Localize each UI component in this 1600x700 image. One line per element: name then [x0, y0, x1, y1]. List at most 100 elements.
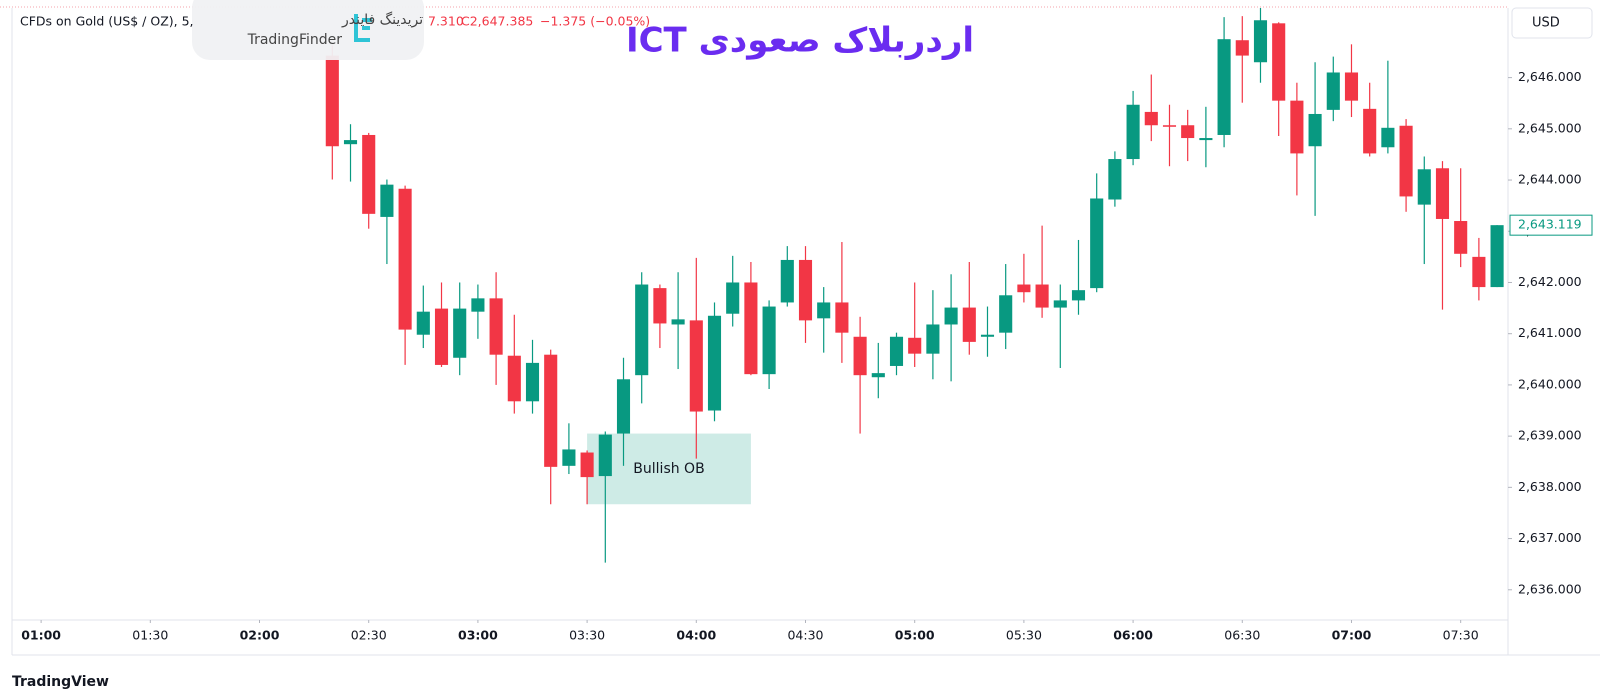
- candle-body: [707, 315, 722, 411]
- x-tick-label: 01:30: [132, 628, 168, 643]
- candle-body: [1162, 125, 1177, 127]
- candle-body: [1308, 113, 1322, 147]
- candle-body: [1199, 138, 1213, 141]
- candle-body: [562, 449, 576, 466]
- x-tick-label: 02:30: [351, 628, 387, 643]
- candle-body: [908, 337, 922, 354]
- candle-body: [817, 302, 831, 319]
- candle-body: [962, 307, 976, 342]
- candle-body: [1417, 169, 1431, 205]
- candle-body: [653, 288, 667, 324]
- y-tick-label: 2,639.000: [1518, 428, 1582, 443]
- candle-body: [1399, 125, 1413, 197]
- x-tick-label: 07:00: [1332, 628, 1372, 643]
- last-price-label: 2,643.119: [1518, 217, 1582, 232]
- order-block-zone: [587, 433, 751, 505]
- currency[interactable]: USD: [1532, 16, 1560, 31]
- x-tick-label: 02:00: [240, 628, 280, 643]
- last-price-box: [1509, 214, 1593, 236]
- candle-body: [689, 320, 703, 412]
- candle-body: [671, 319, 685, 325]
- candle-body: [1290, 100, 1304, 154]
- candle-body: [1071, 290, 1086, 301]
- x-tick-label: 03:00: [458, 628, 498, 643]
- candle-body: [944, 307, 958, 325]
- chart-title: اردربلاک صعودی ICT: [626, 21, 974, 61]
- candle-body: [580, 452, 594, 478]
- symbol: CFDs on Gold (US$ / OZ), 5,: [20, 14, 194, 29]
- y-tick-label: 2,640.000: [1518, 376, 1582, 391]
- candle-body: [362, 134, 376, 214]
- candle-body: [1326, 72, 1340, 110]
- watermark-fa: تریدینگ فایندر: [341, 11, 423, 28]
- x-tick-label: 01:00: [21, 628, 61, 643]
- candle-body: [616, 379, 631, 434]
- candle-body: [926, 324, 940, 354]
- candle-body: [1454, 221, 1468, 254]
- candle-body: [1181, 125, 1195, 139]
- candle-body: [999, 295, 1013, 333]
- candle-body: [1126, 104, 1140, 160]
- candle-body: [1435, 168, 1450, 219]
- candle-body: [835, 302, 849, 333]
- x-tick-label: 06:30: [1224, 628, 1260, 643]
- candle-body: [489, 298, 503, 355]
- candle-body: [1217, 39, 1231, 135]
- candle-body: [1053, 300, 1067, 308]
- candle-body: [635, 284, 649, 376]
- y-tick-label: 2,646.000: [1518, 69, 1582, 84]
- candle-body: [1490, 225, 1504, 288]
- candle-body: [398, 188, 412, 330]
- candle-body: [1344, 72, 1359, 101]
- x-tick-label: 04:00: [676, 628, 716, 643]
- y-tick-label: 2,642.000: [1518, 274, 1582, 289]
- x-tick-label: 07:30: [1443, 628, 1479, 643]
- candle-body: [325, 55, 339, 147]
- candle-body: [780, 259, 794, 303]
- candle-body: [1235, 40, 1249, 56]
- ohlc-header: 7.310: [428, 14, 464, 29]
- candle-body: [1253, 20, 1268, 63]
- candle-body: [598, 434, 612, 477]
- candle-body: [1472, 256, 1486, 288]
- candle-body: [1272, 23, 1286, 101]
- candle-body: [1035, 284, 1049, 308]
- watermark-en: TradingFinder: [247, 32, 343, 48]
- candle-body: [1090, 198, 1104, 289]
- zone-label: Bullish OB: [633, 461, 704, 477]
- candle-body: [471, 298, 485, 312]
- candle-body: [453, 308, 467, 358]
- candle-body: [1108, 159, 1122, 200]
- x-tick-label: 05:30: [1006, 628, 1042, 643]
- candle-body: [343, 140, 358, 145]
- currency-box[interactable]: [1511, 7, 1593, 39]
- candle-body: [853, 336, 867, 376]
- x-tick-label: 04:30: [787, 628, 823, 643]
- watermark-logo: [354, 14, 372, 42]
- footer: TradingView: [12, 674, 109, 690]
- candle-body: [1381, 127, 1395, 148]
- candle-body: [1144, 111, 1158, 126]
- y-tick-label: 2,645.000: [1518, 120, 1582, 135]
- ohlc-header: C2,647.385: [461, 14, 533, 29]
- candle-body: [762, 306, 776, 375]
- candle-body: [1017, 284, 1031, 293]
- candle-body: [416, 311, 430, 335]
- ohlc-header: −1.375 (−0.05%): [540, 14, 650, 29]
- y-tick-label: 2,644.000: [1518, 172, 1582, 187]
- candle-body: [507, 355, 521, 402]
- x-tick-label: 06:00: [1113, 628, 1153, 643]
- candle-body: [726, 282, 740, 314]
- candle-body: [525, 362, 540, 402]
- candle-body: [544, 354, 558, 467]
- candle-body: [980, 334, 995, 337]
- candle-body: [889, 336, 904, 366]
- candle-body: [380, 184, 394, 217]
- candle-body: [744, 282, 758, 375]
- candle-body: [798, 259, 813, 321]
- candle-body: [434, 308, 449, 365]
- watermark-box: [192, 0, 424, 60]
- y-tick-label: 2,638.000: [1518, 479, 1582, 494]
